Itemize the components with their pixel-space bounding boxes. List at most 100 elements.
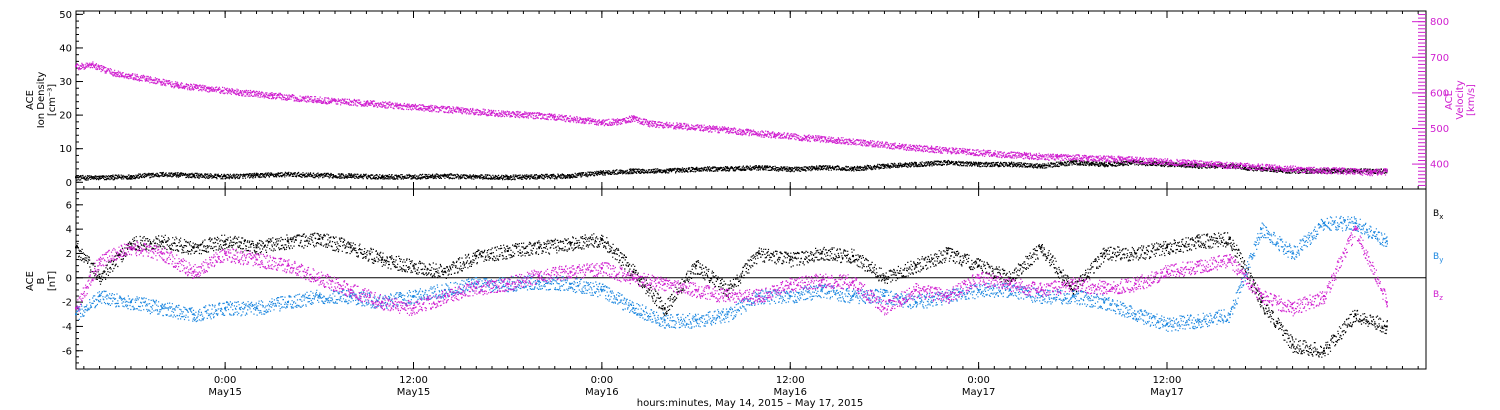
velocity-point <box>145 77 148 80</box>
bx-point <box>1322 349 1325 352</box>
ion-density-point <box>632 169 635 172</box>
by-point <box>820 288 823 291</box>
bz-point <box>1385 301 1388 304</box>
by-point <box>852 295 855 298</box>
by-point <box>318 295 321 298</box>
x-axis-title: hours:minutes, May 14, 2015 – May 17, 20… <box>637 398 863 409</box>
density-axis-label-line: ACE <box>25 90 36 110</box>
b-axis-label-line: B <box>36 277 47 284</box>
x-tick-date: May17 <box>1150 387 1183 398</box>
bz-point <box>632 276 635 279</box>
bz-point <box>129 246 132 249</box>
bz-point <box>726 295 729 298</box>
top-panel-frame <box>75 10 1427 190</box>
bx-point <box>1354 313 1357 316</box>
by-point <box>1103 301 1106 304</box>
bz-point <box>1354 228 1357 231</box>
bz-point <box>98 258 101 261</box>
b-tick-label: 6 <box>66 200 72 211</box>
ion-density-point <box>977 162 980 165</box>
bz-point <box>663 282 666 285</box>
velocity-point <box>585 119 588 122</box>
legend-Bz: Bz <box>1433 290 1443 302</box>
ion-density-point <box>1260 167 1263 170</box>
ion-density-point <box>852 167 855 170</box>
bx-point <box>1103 252 1106 255</box>
bz-point <box>1291 307 1294 310</box>
bz-point <box>1009 282 1012 285</box>
left-tick-label: 50 <box>59 10 72 21</box>
velocity-point <box>1118 157 1121 160</box>
ion-density-point <box>914 162 917 165</box>
velocity-point <box>742 130 745 133</box>
by-point <box>538 280 541 283</box>
by-point <box>1322 222 1325 225</box>
bz-point <box>569 270 572 273</box>
velocity-axis-label-line: ACE <box>1444 90 1455 110</box>
ion-density-point <box>569 174 572 177</box>
b-tick-label: -2 <box>62 298 72 309</box>
velocity-scatter <box>76 61 1388 177</box>
bz-point <box>192 270 195 273</box>
legend-main: B <box>1433 209 1439 219</box>
legend-main: B <box>1433 252 1439 262</box>
bz-point <box>349 288 352 291</box>
bz-point <box>820 279 823 282</box>
bz-point <box>1165 270 1168 273</box>
ion-density-scatter <box>76 159 1388 181</box>
by-point <box>349 295 352 298</box>
by-point <box>1040 295 1043 298</box>
b-axis-label-line: [nT] <box>47 271 58 291</box>
by-point <box>600 288 603 291</box>
by-point <box>75 313 77 316</box>
bx-point <box>789 258 792 261</box>
right-tick-label: 600 <box>1430 88 1449 99</box>
bx-point <box>98 276 101 279</box>
by-point <box>663 319 666 322</box>
bx-point <box>349 246 352 249</box>
velocity-point <box>773 133 776 136</box>
bx-point <box>663 307 666 310</box>
bz-point <box>1134 282 1137 285</box>
ion-density-point <box>757 166 760 169</box>
bx-point <box>224 240 227 243</box>
bx-point <box>161 240 164 243</box>
left-tick-label: 0 <box>66 178 72 189</box>
velocity-point <box>616 120 619 123</box>
bottom-panel-frame <box>75 188 1427 370</box>
by-point <box>255 307 258 310</box>
bx-point <box>192 246 195 249</box>
bx-point <box>475 254 478 257</box>
velocity-point <box>334 99 337 102</box>
by-point <box>695 319 698 322</box>
bz-point <box>443 295 446 298</box>
legend-sub: y <box>1439 256 1443 264</box>
time-axis: 0:00May1512:00May150:00May1612:00May160:… <box>83 11 1419 398</box>
by-point <box>1197 319 1200 322</box>
x-tick-date: May15 <box>208 387 241 398</box>
density-axis-label-line: [cm⁻³] <box>47 84 58 116</box>
by-point <box>914 301 917 304</box>
b-tick-label: 2 <box>66 249 72 260</box>
bx-point <box>286 240 289 243</box>
bx-point <box>1385 325 1388 328</box>
b-tick-label: -4 <box>62 322 72 333</box>
ion-density-point <box>255 173 258 176</box>
velocity-point <box>1370 170 1373 173</box>
bx-point <box>883 276 886 279</box>
by-point <box>632 307 635 310</box>
bx-point <box>1260 301 1263 304</box>
right-tick-label: 400 <box>1430 160 1449 171</box>
bz-point <box>1228 258 1231 261</box>
ion-density-point <box>726 167 729 170</box>
bx-point <box>1291 343 1294 346</box>
by-point <box>1385 240 1388 243</box>
by-point <box>1009 288 1012 291</box>
density-axis-label-line: Ion Density <box>36 72 47 129</box>
right-tick-label: 700 <box>1430 53 1449 64</box>
left-tick-label: 20 <box>59 111 72 122</box>
x-tick-date: May16 <box>585 387 618 398</box>
ion-density-point <box>192 173 195 176</box>
by-point <box>412 295 415 298</box>
